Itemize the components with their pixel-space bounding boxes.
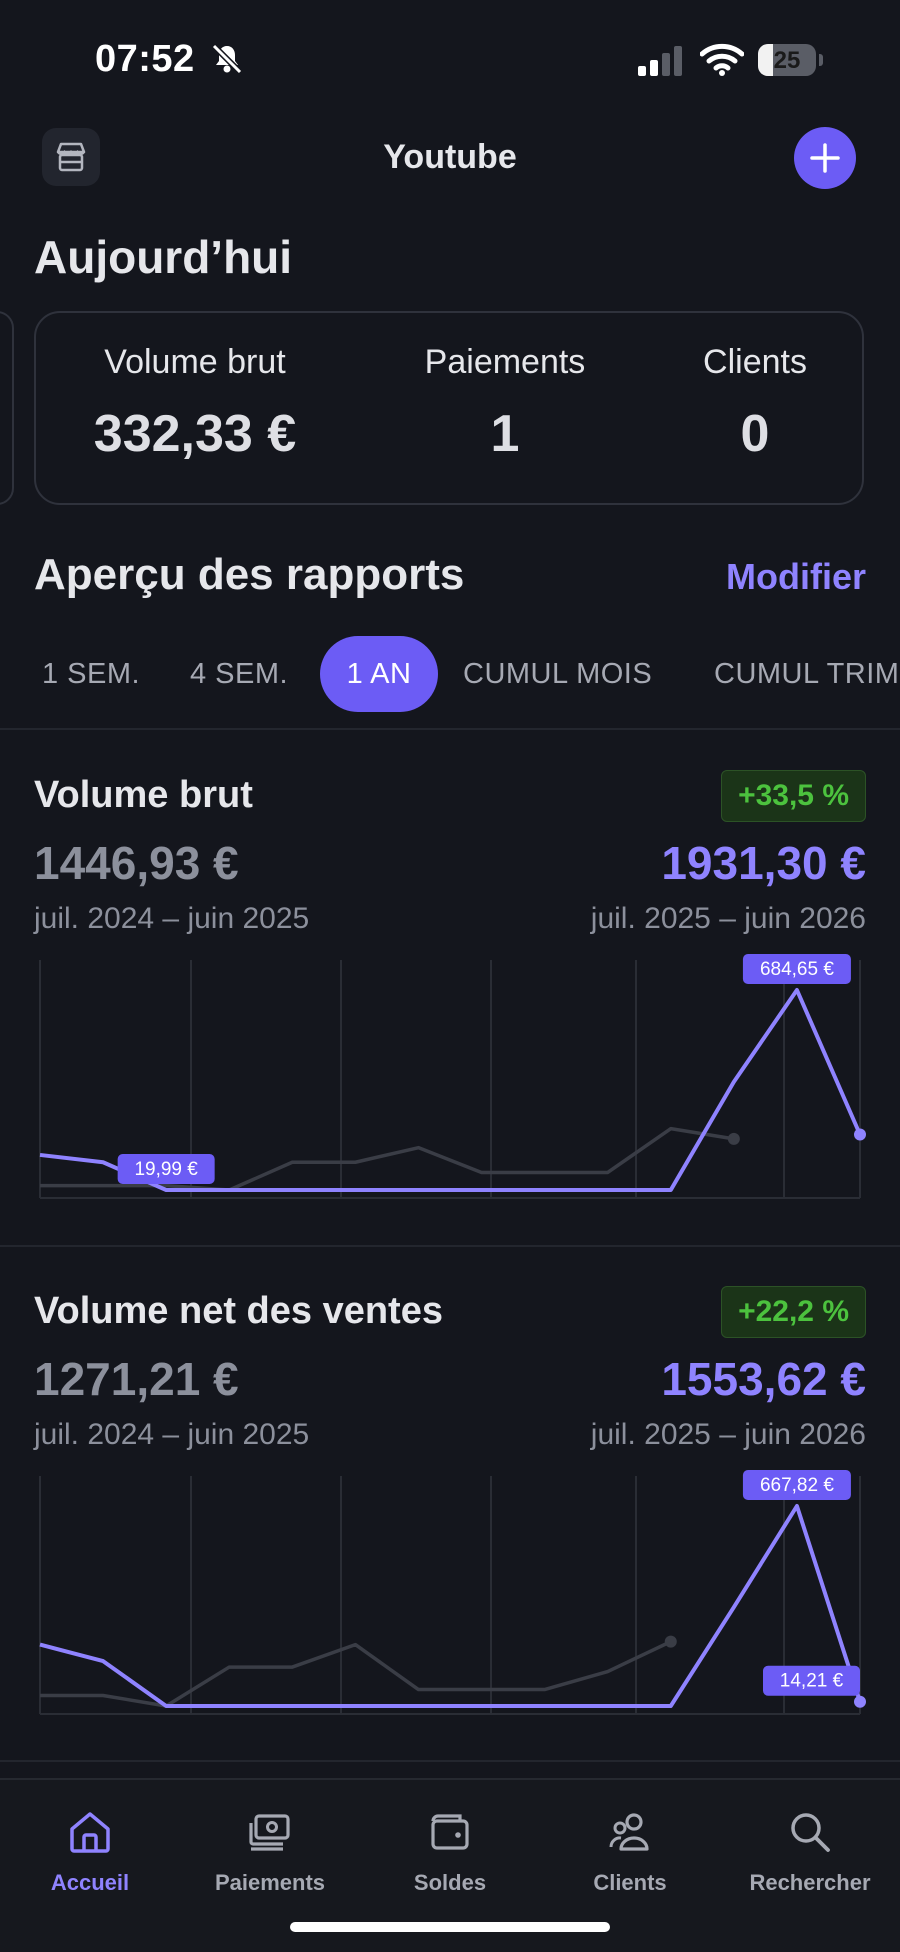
nav-label: Clients bbox=[593, 1870, 667, 1895]
payments-icon bbox=[249, 1814, 290, 1851]
tab-quarter-to-date[interactable]: CUMUL TRIM bbox=[714, 658, 900, 690]
chart-value-text: 19,99 € bbox=[134, 1159, 198, 1180]
chart-value-text: 684,65 € bbox=[760, 959, 834, 980]
nav-label: Paiements bbox=[214, 1870, 326, 1895]
today-title: Aujourd’hui bbox=[34, 231, 293, 283]
current-end-point bbox=[854, 1128, 866, 1141]
delta-badge: +22,2 % bbox=[721, 1286, 866, 1338]
page-title: Youtube bbox=[383, 138, 517, 176]
modify-link[interactable]: Modifier bbox=[726, 556, 866, 597]
divider bbox=[0, 1760, 900, 1762]
tab-month-to-date[interactable]: CUMUL MOIS bbox=[463, 658, 653, 690]
home-indicator bbox=[290, 1922, 610, 1932]
plus-icon bbox=[810, 143, 840, 173]
search-icon bbox=[791, 1813, 830, 1852]
gross-volume-chart[interactable]: 19,99 € 684,65 € bbox=[0, 950, 900, 1210]
net-sales-volume-chart[interactable]: 667,82 € 14,21 € bbox=[0, 1466, 900, 1726]
battery-fill bbox=[758, 44, 773, 76]
chart-value-label: 14,21 € bbox=[763, 1665, 860, 1696]
stat-gross-volume: Volume brut 332,33 € bbox=[70, 343, 320, 464]
chart-value-label: 684,65 € bbox=[742, 954, 851, 984]
stat-value: 1 bbox=[490, 405, 520, 463]
reports-title: Aperçu des rapports bbox=[34, 550, 465, 599]
chart-value-text: 14,21 € bbox=[780, 1671, 844, 1692]
nav-clients[interactable]: Clients bbox=[540, 1808, 720, 1896]
divider bbox=[0, 1245, 900, 1247]
current-period-label: juil. 2025 – juin 2026 bbox=[590, 902, 866, 935]
previous-period-value: 1271,21 € bbox=[34, 1353, 239, 1405]
cellular-signal-icon bbox=[638, 46, 682, 76]
previous-period-label: juil. 2024 – juin 2025 bbox=[34, 1418, 310, 1451]
nav-label: Rechercher bbox=[749, 1870, 871, 1895]
previous-period-label: juil. 2024 – juin 2025 bbox=[34, 902, 310, 935]
stat-payments: Paiements 1 bbox=[380, 343, 630, 464]
current-period-line bbox=[39, 988, 862, 1192]
status-time: 07:52 bbox=[95, 38, 195, 80]
chart-value-label: 19,99 € bbox=[117, 1154, 215, 1184]
nav-home[interactable]: Accueil bbox=[0, 1808, 180, 1896]
wifi-icon bbox=[700, 43, 744, 76]
stat-label: Volume brut bbox=[104, 343, 286, 381]
nav-balances[interactable]: Soldes bbox=[360, 1808, 540, 1896]
wallet-icon bbox=[431, 1814, 469, 1850]
home-icon bbox=[70, 1812, 110, 1853]
store-icon bbox=[56, 142, 86, 172]
card-title-gross-volume: Volume brut bbox=[34, 774, 253, 816]
previous-end-point bbox=[727, 1132, 740, 1145]
battery-level: 25 bbox=[773, 47, 801, 74]
stat-label: Clients bbox=[703, 343, 807, 381]
stat-value: 332,33 € bbox=[93, 405, 297, 463]
bell-slash-icon bbox=[211, 43, 243, 75]
chart-value-text: 667,82 € bbox=[760, 1475, 834, 1496]
nav-label: Accueil bbox=[50, 1870, 130, 1895]
tab-4-weeks[interactable]: 4 SEM. bbox=[190, 658, 289, 690]
current-period-value: 1931,30 € bbox=[661, 837, 866, 889]
stat-label: Paiements bbox=[424, 343, 586, 381]
chart-value-label: 667,82 € bbox=[742, 1470, 851, 1500]
card-title-net-sales-volume: Volume net des ventes bbox=[34, 1290, 443, 1332]
store-button[interactable] bbox=[42, 128, 100, 186]
previous-card-edge[interactable] bbox=[0, 311, 14, 505]
previous-period-line bbox=[40, 1640, 672, 1708]
battery-indicator: 25 bbox=[758, 44, 823, 76]
tab-1-week[interactable]: 1 SEM. bbox=[42, 658, 141, 690]
period-tabs: 1 SEM. 4 SEM. 1 AN CUMUL MOIS CUMUL TRIM bbox=[0, 636, 900, 716]
stat-value: 0 bbox=[740, 405, 770, 463]
previous-period-value: 1446,93 € bbox=[34, 837, 239, 889]
nav-payments[interactable]: Paiements bbox=[180, 1808, 360, 1896]
current-end-point bbox=[854, 1695, 866, 1708]
add-button[interactable] bbox=[794, 127, 856, 189]
tab-1-year[interactable]: 1 AN bbox=[320, 636, 438, 712]
nav-label: Soldes bbox=[413, 1870, 487, 1895]
today-summary-card[interactable] bbox=[34, 311, 864, 505]
current-period-label: juil. 2025 – juin 2026 bbox=[590, 1418, 866, 1451]
clients-icon bbox=[609, 1813, 649, 1851]
current-period-value: 1553,62 € bbox=[661, 1353, 866, 1405]
stat-clients: Clients 0 bbox=[655, 343, 855, 464]
delta-badge: +33,5 % bbox=[721, 770, 866, 822]
nav-search[interactable]: Rechercher bbox=[720, 1808, 900, 1896]
current-period-line bbox=[39, 1504, 862, 1708]
divider bbox=[0, 728, 900, 730]
previous-end-point bbox=[664, 1635, 677, 1648]
